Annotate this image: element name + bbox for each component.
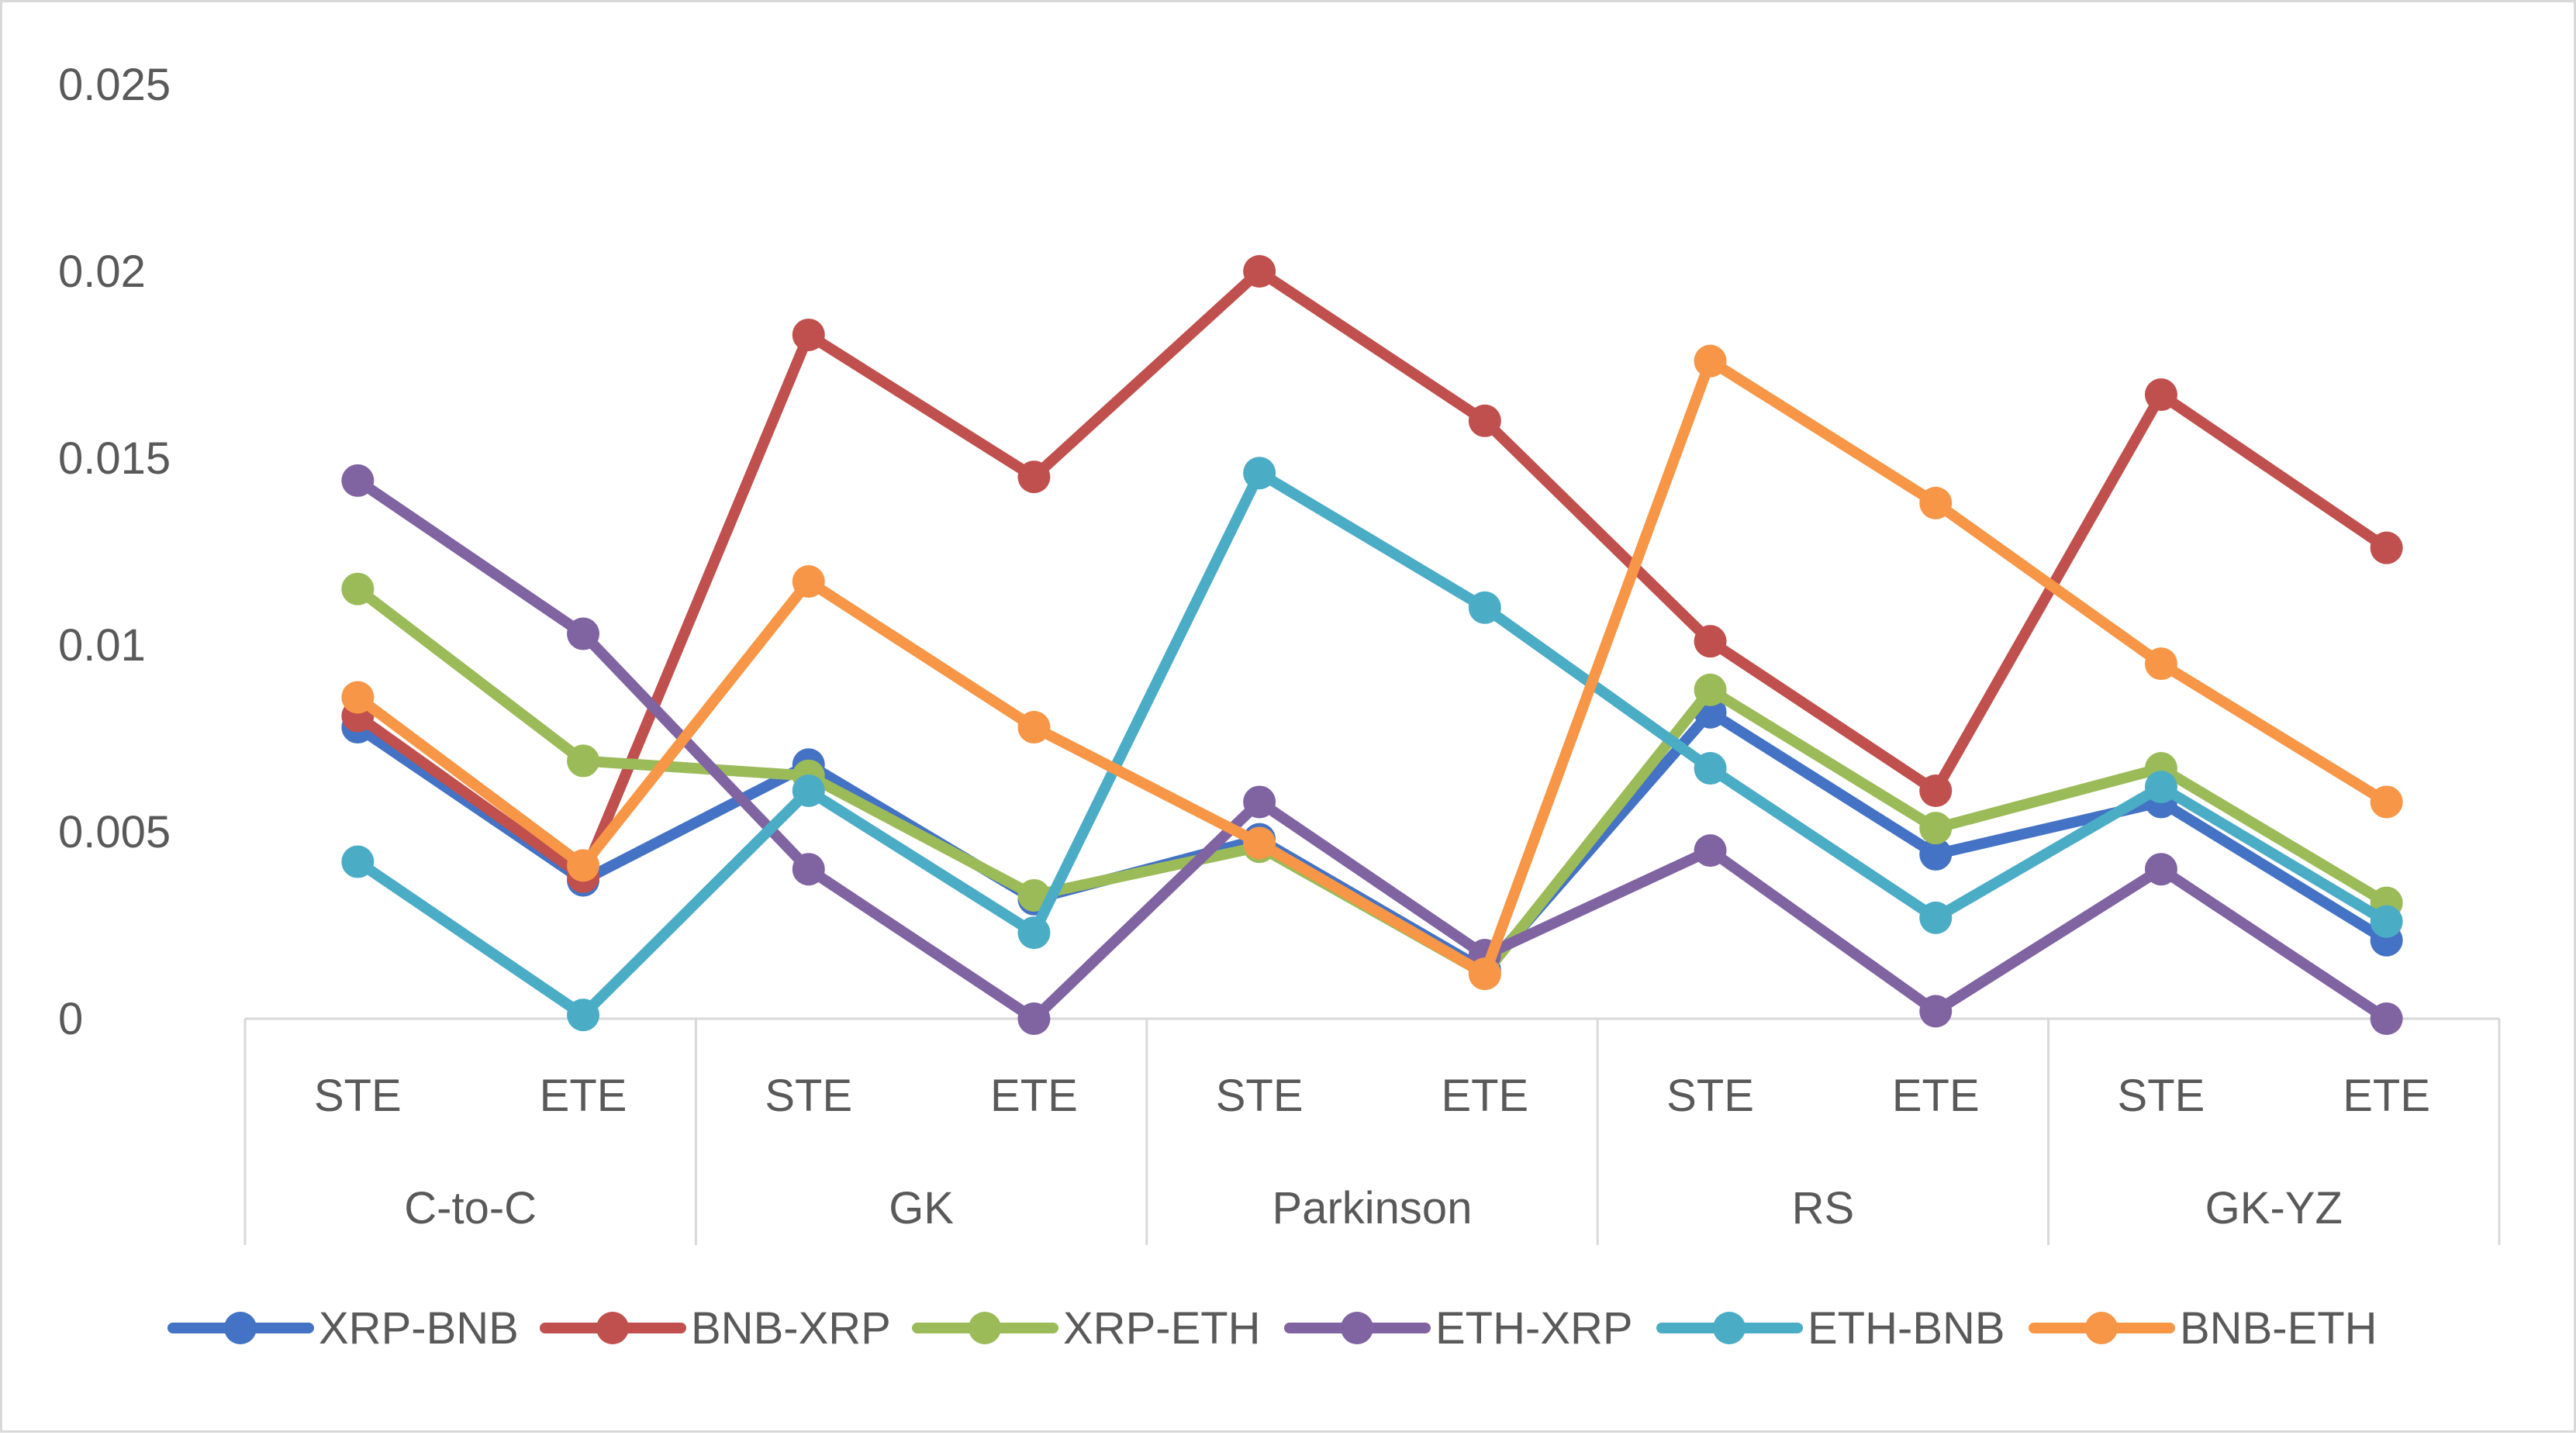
data-point-bnb-xrp (792, 318, 825, 351)
y-tick-label: 0.01 (58, 620, 146, 671)
data-point-eth-bnb (2144, 771, 2177, 804)
data-point-bnb-eth (2370, 785, 2403, 819)
data-point-bnb-eth (1919, 486, 1953, 519)
data-point-eth-bnb (567, 999, 600, 1032)
data-point-eth-bnb (2370, 905, 2403, 938)
x-tick-label: STE (1666, 1071, 1754, 1121)
data-point-xrp-eth (1919, 812, 1953, 845)
data-point-bnb-eth (1694, 344, 1727, 378)
data-point-bnb-xrp (1919, 774, 1953, 807)
data-point-bnb-eth (1468, 957, 1501, 991)
data-point-eth-xrp (2144, 853, 2177, 886)
data-point-eth-xrp (1919, 995, 1953, 1028)
data-point-bnb-eth (341, 681, 375, 714)
x-tick-label: ETE (990, 1071, 1078, 1121)
data-point-eth-xrp (1243, 785, 1276, 819)
legend-marker-xrp-eth (969, 1312, 1001, 1344)
legend-marker-eth-bnb (1713, 1312, 1746, 1344)
legend-label: BNB-XRP (691, 1303, 891, 1354)
x-tick-label: STE (2118, 1071, 2205, 1121)
series-layer (341, 255, 2403, 1035)
x-group-label: RS (1792, 1183, 1855, 1233)
series-line-eth-bnb (352, 467, 2392, 1021)
data-point-xrp-eth (1694, 673, 1727, 706)
data-point-eth-xrp (792, 853, 825, 886)
data-point-eth-xrp (567, 617, 600, 650)
data-point-eth-bnb (1919, 901, 1953, 934)
legend-label: ETH-BNB (1808, 1303, 2005, 1354)
x-tick-label: ETE (1892, 1071, 1980, 1121)
x-group-label: GK (889, 1183, 954, 1233)
series-line-bnb-eth (352, 355, 2392, 980)
data-point-bnb-xrp (1694, 625, 1727, 658)
x-tick-label: ETE (2343, 1071, 2430, 1121)
y-tick-label: 0.005 (58, 807, 171, 857)
data-point-eth-bnb (792, 774, 825, 807)
data-point-bnb-xrp (1017, 461, 1051, 494)
data-point-bnb-xrp (2370, 531, 2403, 564)
legend-marker-bnb-xrp (596, 1312, 629, 1344)
y-tick-label: 0.02 (58, 247, 146, 297)
data-point-xrp-eth (341, 572, 375, 605)
x-tick-label: STE (314, 1071, 402, 1121)
legend-marker-bnb-eth (2085, 1312, 2118, 1344)
x-group-label: GK-YZ (2205, 1183, 2343, 1233)
x-group-label: Parkinson (1272, 1183, 1473, 1233)
x-tick-label: STE (1216, 1071, 1304, 1121)
data-point-bnb-eth (2144, 647, 2177, 681)
legend-label: BNB-ETH (2180, 1303, 2377, 1354)
data-point-xrp-eth (567, 744, 600, 778)
data-point-eth-bnb (1694, 752, 1727, 785)
data-point-bnb-xrp (1468, 404, 1501, 437)
data-point-eth-bnb (1243, 457, 1276, 490)
series-line-eth-xrp (352, 474, 2392, 1024)
data-point-xrp-eth (1017, 878, 1051, 912)
x-tick-label: ETE (540, 1071, 627, 1121)
legend-label: XRP-ETH (1063, 1303, 1261, 1354)
data-point-bnb-xrp (1243, 255, 1276, 288)
legend-label: ETH-XRP (1435, 1303, 1633, 1354)
x-group-label: C-to-C (404, 1183, 537, 1233)
data-point-xrp-bnb (1919, 837, 1953, 871)
data-point-eth-xrp (341, 464, 375, 497)
legend-label: XRP-BNB (319, 1303, 519, 1354)
legend-marker-eth-xrp (1341, 1312, 1373, 1344)
data-point-bnb-eth (1017, 711, 1051, 744)
data-point-eth-bnb (1468, 591, 1501, 624)
data-point-bnb-xrp (2144, 378, 2177, 412)
data-point-bnb-eth (792, 565, 825, 598)
y-tick-label: 0.025 (58, 60, 171, 110)
legend: XRP-BNB BNB-XRP XRP-ETH ETH-XRP ETH-BNB BNB-E… (167, 1303, 2377, 1354)
axis-layer: 0 0.005 0.01 0.015 0.02 0.025 STE ETE STE ETE STE E… (58, 60, 2501, 1245)
data-point-bnb-eth (1243, 826, 1276, 860)
data-point-eth-xrp (1694, 834, 1727, 868)
legend-marker-xrp-bnb (224, 1312, 257, 1344)
series-line-bnb-xrp (352, 266, 2392, 882)
x-tick-label: ETE (1441, 1071, 1528, 1121)
y-tick-label: 0.015 (58, 433, 171, 484)
data-point-eth-bnb (341, 845, 375, 878)
x-tick-label: STE (765, 1071, 852, 1121)
data-point-eth-xrp (2370, 1002, 2403, 1035)
data-point-bnb-eth (567, 849, 600, 882)
data-point-eth-bnb (1017, 916, 1051, 950)
y-tick-label: 0 (58, 994, 83, 1044)
data-point-eth-xrp (1017, 1002, 1051, 1035)
